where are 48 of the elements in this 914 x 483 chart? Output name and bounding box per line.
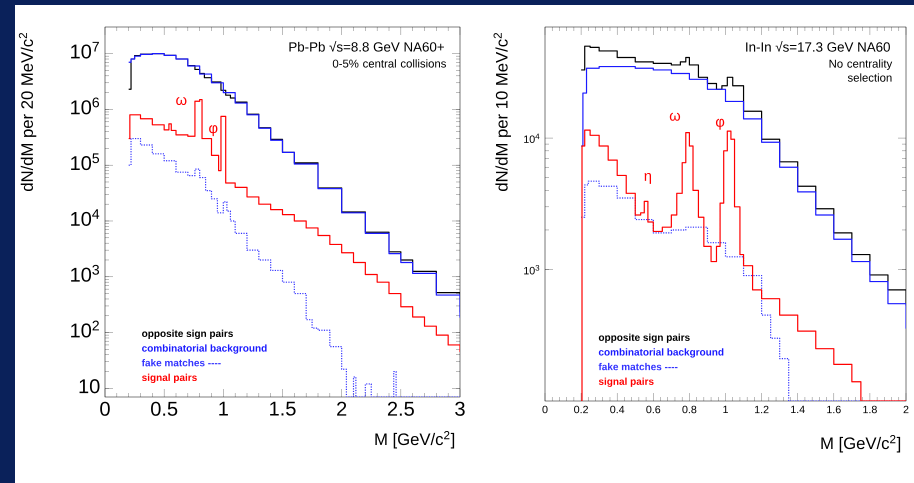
annotation: φ <box>716 118 724 130</box>
y-axis-title: dN/dM per 10 MeV/c$^{2}$ <box>494 32 511 192</box>
x-tick-label: 1.2 <box>755 406 768 414</box>
annotation: η <box>644 173 652 184</box>
y-axis-title: dN/dM per 20 MeV/c$^{2}$ <box>18 32 36 192</box>
text: fake matches ---- <box>598 362 678 370</box>
series-label: signal pairs <box>598 378 654 387</box>
annotation: φ <box>209 125 218 136</box>
x-tick-label: 1.8 <box>863 406 877 414</box>
x-tick-label: 1 <box>723 406 728 414</box>
y-tick-label: 10 <box>80 379 100 394</box>
x-axis-title: M [GeV/c$^{2}$] <box>375 431 454 448</box>
y-tick-label: 10$^{6}$ <box>71 97 100 114</box>
x-tick-label: 1.5 <box>270 402 296 416</box>
y-tick-label: 10$^{4}$ <box>71 209 100 226</box>
text: No centrality selection <box>830 59 892 82</box>
x-tick-label: 1.6 <box>827 406 841 414</box>
text: In-In √s=17.3 GeV NA60 <box>746 41 890 52</box>
y-tick-label: 10$^{3}$ <box>71 264 100 282</box>
text: 0-5% central collisions <box>332 59 446 68</box>
text: Pb-Pb √s=8.8 GeV NA60+ <box>289 40 444 52</box>
x-tick-label: 2 <box>904 406 908 414</box>
x-tick-label: 0.6 <box>646 406 660 414</box>
y-tick-label: 10$^{4}$ <box>524 134 540 143</box>
x-tick-label: 1.4 <box>791 406 805 414</box>
x-axis-title: M [GeV/c$^{2}$] <box>821 435 900 452</box>
text: opposite sign pairs <box>142 330 233 340</box>
y-tick-label: 10$^{3}$ <box>524 264 540 274</box>
x-tick-label: 0.8 <box>682 406 696 414</box>
text: combinatorial background <box>598 348 724 358</box>
x-tick-label: 2.5 <box>388 402 414 416</box>
x-tick-label: 0 <box>100 402 110 416</box>
x-tick-label: 0.5 <box>151 402 178 416</box>
x-tick-label: 1 <box>219 402 228 416</box>
y-tick-label: 10$^{2}$ <box>71 320 99 338</box>
text: fake matches ---- <box>142 359 221 366</box>
x-tick-label: 0.2 <box>574 406 588 414</box>
x-tick-label: 0 <box>542 406 548 414</box>
annotation: ω <box>176 96 186 106</box>
y-tick-label: 10$^{7}$ <box>71 42 99 59</box>
x-tick-label: 3 <box>455 402 465 416</box>
x-tick-label: 2 <box>337 402 346 416</box>
text: opposite sign pairs <box>598 334 690 343</box>
annotation: ω <box>670 112 680 121</box>
text: combinatorial background <box>142 344 267 354</box>
x-tick-label: 0.4 <box>610 406 624 414</box>
y-tick-label: 10$^{5}$ <box>71 153 100 170</box>
text: signal pairs <box>142 374 197 384</box>
